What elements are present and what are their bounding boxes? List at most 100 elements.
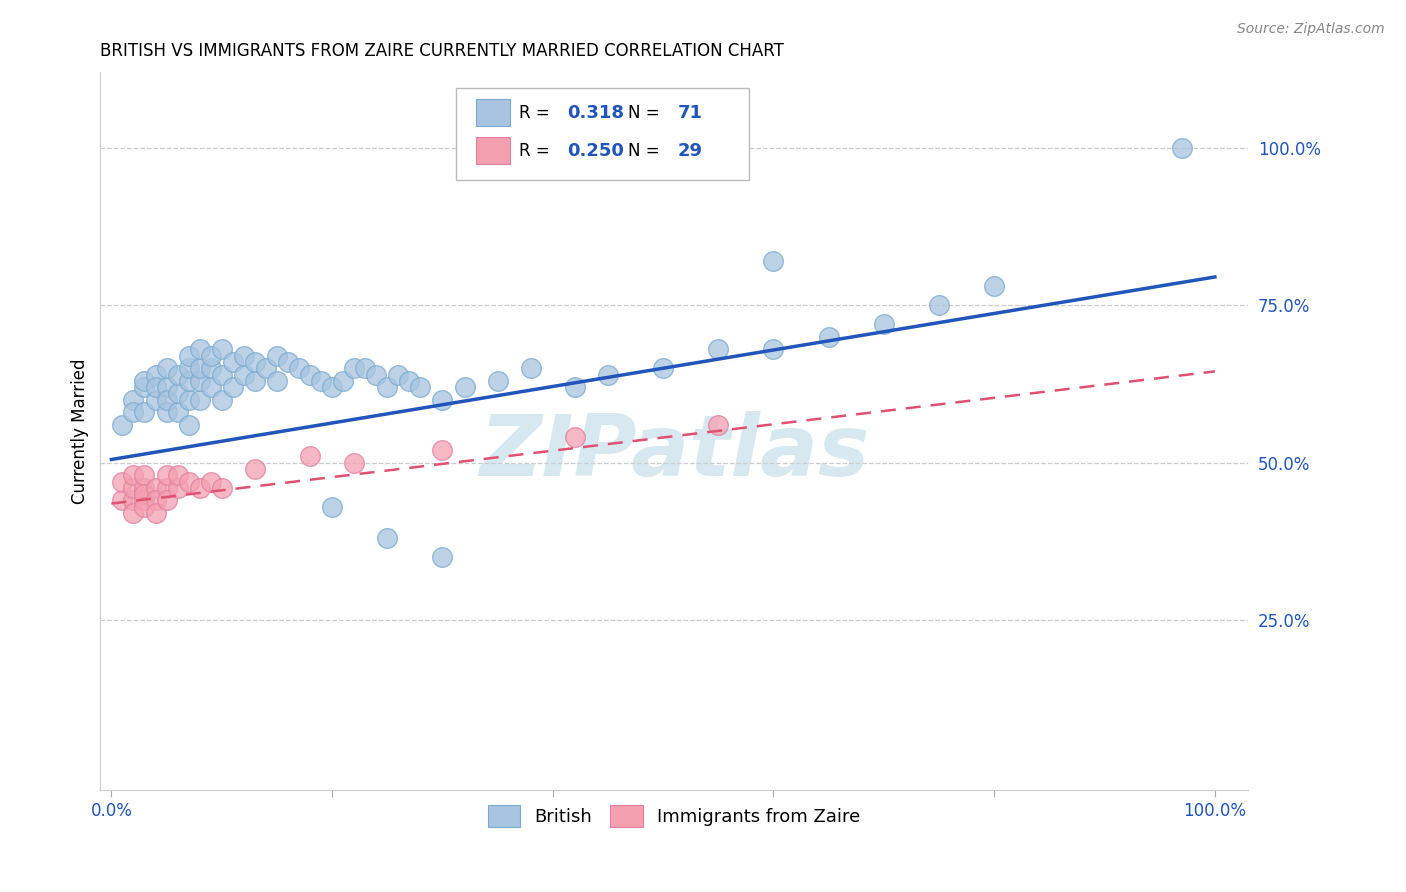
Point — [155, 405, 177, 419]
Point — [177, 475, 200, 489]
Point — [232, 349, 254, 363]
Point — [188, 481, 211, 495]
Point — [983, 279, 1005, 293]
Point — [366, 368, 388, 382]
Point — [596, 368, 619, 382]
Point — [122, 506, 145, 520]
Point — [134, 380, 156, 394]
Point — [122, 468, 145, 483]
Point — [155, 380, 177, 394]
Point — [134, 487, 156, 501]
Point — [155, 361, 177, 376]
Point — [387, 368, 409, 382]
Point — [166, 368, 188, 382]
Text: Source: ZipAtlas.com: Source: ZipAtlas.com — [1237, 22, 1385, 37]
Point — [409, 380, 432, 394]
Point — [134, 481, 156, 495]
Point — [453, 380, 475, 394]
Point — [155, 493, 177, 508]
Point — [122, 493, 145, 508]
Text: N =: N = — [628, 142, 665, 160]
Point — [321, 380, 343, 394]
Text: N =: N = — [628, 103, 665, 121]
Point — [298, 450, 321, 464]
Point — [145, 493, 167, 508]
Point — [177, 417, 200, 432]
Point — [134, 405, 156, 419]
Point — [243, 355, 266, 369]
Point — [145, 380, 167, 394]
Point — [873, 317, 896, 331]
Point — [928, 298, 950, 312]
Text: R =: R = — [519, 142, 555, 160]
Legend: British, Immigrants from Zaire: British, Immigrants from Zaire — [481, 798, 868, 835]
Point — [177, 392, 200, 407]
Text: 71: 71 — [678, 103, 703, 121]
Point — [1171, 141, 1194, 155]
Bar — [475, 137, 510, 164]
Point — [211, 392, 233, 407]
Point — [145, 506, 167, 520]
Point — [519, 361, 541, 376]
Point — [200, 349, 222, 363]
Point — [177, 361, 200, 376]
Point — [564, 430, 586, 444]
Point — [111, 493, 134, 508]
Point — [254, 361, 277, 376]
Point — [432, 392, 454, 407]
Point — [243, 462, 266, 476]
Point — [145, 392, 167, 407]
Bar — [475, 99, 510, 127]
Point — [243, 374, 266, 388]
Point — [211, 343, 233, 357]
Point — [288, 361, 311, 376]
Point — [298, 368, 321, 382]
Point — [707, 417, 730, 432]
Point — [200, 475, 222, 489]
Text: 0.250: 0.250 — [568, 142, 624, 160]
Point — [177, 374, 200, 388]
Point — [343, 361, 366, 376]
Point — [266, 374, 288, 388]
Point — [321, 500, 343, 514]
Point — [211, 368, 233, 382]
Point — [166, 405, 188, 419]
Point — [200, 361, 222, 376]
Point — [188, 343, 211, 357]
Point — [166, 481, 188, 495]
Point — [343, 456, 366, 470]
Point — [155, 468, 177, 483]
Point — [266, 349, 288, 363]
Point — [277, 355, 299, 369]
Point — [200, 380, 222, 394]
Y-axis label: Currently Married: Currently Married — [72, 359, 89, 504]
Point — [762, 343, 785, 357]
Text: R =: R = — [519, 103, 555, 121]
Point — [211, 481, 233, 495]
Point — [309, 374, 332, 388]
Point — [134, 374, 156, 388]
Point — [155, 481, 177, 495]
Point — [177, 349, 200, 363]
Point — [122, 392, 145, 407]
Point — [166, 386, 188, 401]
Text: 0.318: 0.318 — [568, 103, 624, 121]
Text: 29: 29 — [678, 142, 703, 160]
Point — [188, 374, 211, 388]
Point — [111, 475, 134, 489]
FancyBboxPatch shape — [456, 88, 749, 180]
Point — [145, 481, 167, 495]
Point — [432, 549, 454, 564]
Point — [398, 374, 420, 388]
Point — [188, 392, 211, 407]
Point — [375, 380, 398, 394]
Point — [232, 368, 254, 382]
Point — [707, 343, 730, 357]
Point — [122, 405, 145, 419]
Point — [111, 417, 134, 432]
Point — [145, 368, 167, 382]
Point — [354, 361, 377, 376]
Point — [134, 493, 156, 508]
Point — [375, 531, 398, 545]
Point — [134, 468, 156, 483]
